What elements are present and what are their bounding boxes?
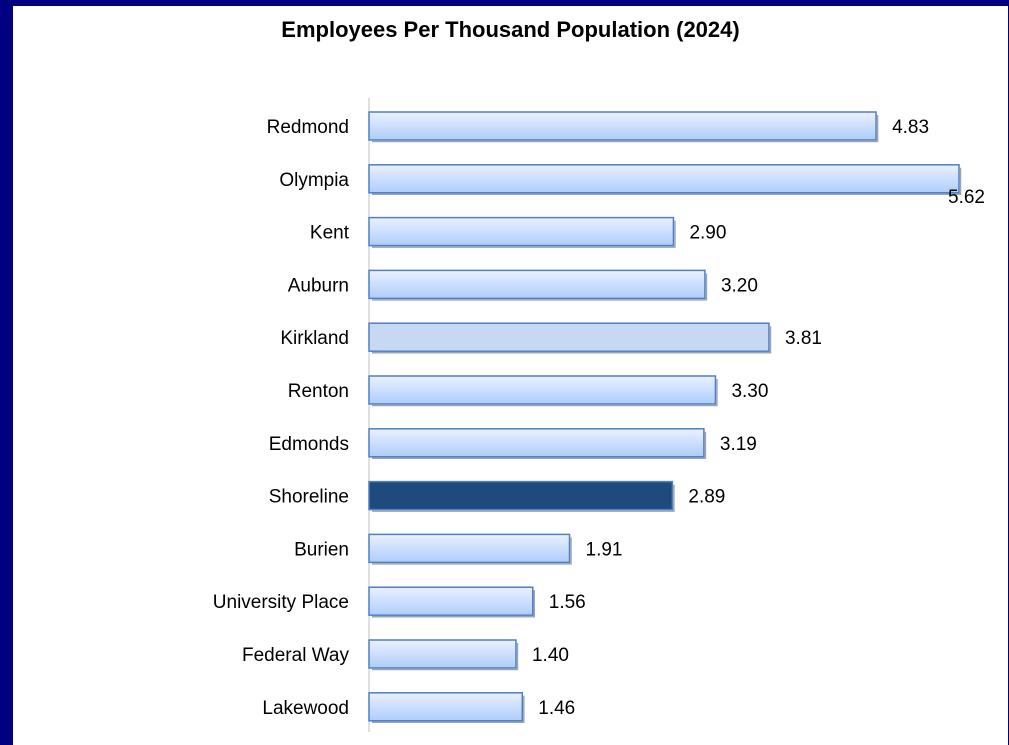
value-label-olympia: 5.62 — [948, 187, 985, 208]
bar-shadow-university-place — [372, 590, 536, 618]
category-label-olympia: Olympia — [279, 170, 349, 191]
category-label-redmond: Redmond — [267, 117, 349, 138]
category-label-university-place: University Place — [213, 592, 349, 613]
category-label-burien: Burien — [294, 539, 349, 560]
bar-shadow-auburn — [372, 273, 708, 301]
bar-shadow-kirkland — [372, 326, 772, 354]
category-label-kirkland: Kirkland — [280, 328, 349, 349]
bar-shadow-kent — [372, 220, 676, 248]
category-label-renton: Renton — [288, 381, 349, 402]
bar-shadow-redmond — [372, 115, 879, 143]
bar-burien — [368, 533, 571, 564]
bar-shadow-olympia — [372, 167, 962, 196]
category-label-lakewood: Lakewood — [262, 698, 349, 719]
value-label-shoreline: 2.89 — [688, 487, 725, 508]
bar-renton — [368, 375, 717, 405]
value-label-edmonds: 3.19 — [720, 434, 757, 455]
value-label-federal-way: 1.40 — [532, 645, 569, 666]
bar-kent — [368, 216, 675, 247]
value-label-burien: 1.91 — [586, 539, 623, 560]
value-label-university-place: 1.56 — [549, 592, 586, 613]
category-label-federal-way: Federal Way — [242, 645, 349, 666]
bar-university-place — [368, 586, 534, 616]
bar-shadow-edmonds — [372, 431, 707, 460]
value-label-auburn: 3.20 — [721, 275, 758, 296]
bar-redmond — [368, 111, 877, 141]
category-label-edmonds: Edmonds — [269, 434, 349, 455]
value-label-renton: 3.30 — [731, 381, 768, 402]
bar-shadow-shoreline — [372, 484, 675, 512]
bar-auburn — [368, 269, 706, 300]
bar-olympia — [368, 164, 960, 194]
value-label-kent: 2.90 — [689, 223, 726, 244]
category-label-kent: Kent — [310, 223, 350, 244]
bar-shoreline — [368, 480, 674, 511]
category-label-shoreline: Shoreline — [269, 487, 349, 508]
bar-shadow-burien — [372, 537, 572, 565]
value-label-redmond: 4.83 — [892, 117, 929, 138]
value-label-lakewood: 1.46 — [538, 698, 575, 719]
bar-lakewood — [368, 692, 524, 722]
bar-shadow-renton — [372, 379, 718, 407]
bar-shadow-federal-way — [372, 643, 519, 671]
bar-federal-way — [368, 639, 517, 669]
bar-edmonds — [368, 428, 705, 458]
value-label-kirkland: 3.81 — [785, 328, 822, 349]
category-label-auburn: Auburn — [288, 275, 349, 296]
bar-shadow-lakewood — [372, 695, 525, 724]
bar-kirkland — [368, 322, 770, 352]
chart-title: Employees Per Thousand Population (2024) — [281, 17, 740, 42]
